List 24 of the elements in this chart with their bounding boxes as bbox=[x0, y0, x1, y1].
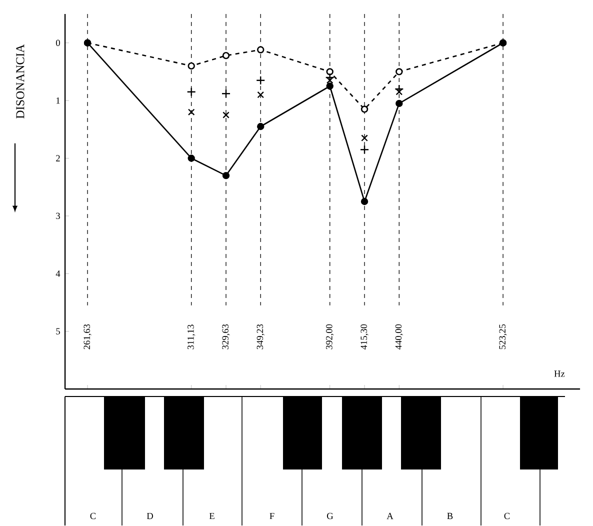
text: C bbox=[90, 512, 96, 520]
y-tick-label: 1 bbox=[56, 97, 60, 104]
y-tick-label: 5 bbox=[56, 328, 60, 334]
x-tick-label: 329,63 bbox=[222, 324, 230, 350]
x-axis-title: Hz bbox=[554, 370, 565, 377]
text: C bbox=[504, 512, 510, 520]
y-tick-label: 4 bbox=[56, 270, 60, 277]
text: G bbox=[327, 512, 334, 520]
x-tick-label: 261,63 bbox=[84, 324, 92, 350]
text: B bbox=[447, 512, 453, 520]
x-tick-label: 311,13 bbox=[188, 324, 196, 350]
text: E bbox=[209, 512, 214, 520]
x-tick-label: 440,00 bbox=[395, 324, 403, 350]
y-tick-label: 0 bbox=[56, 40, 60, 46]
y-axis-title: DISONANCIA bbox=[16, 44, 24, 118]
text: A bbox=[386, 512, 394, 520]
text: D bbox=[146, 512, 153, 520]
x-tick-label: 523,25 bbox=[499, 324, 507, 350]
y-tick-label: 2 bbox=[56, 155, 60, 162]
x-tick-label: 349,23 bbox=[256, 324, 264, 350]
text: F bbox=[270, 512, 274, 520]
x-tick-label: 392,00 bbox=[326, 324, 334, 350]
y-tick-label: 3 bbox=[56, 212, 60, 220]
x-tick-label: 415,30 bbox=[360, 324, 368, 350]
